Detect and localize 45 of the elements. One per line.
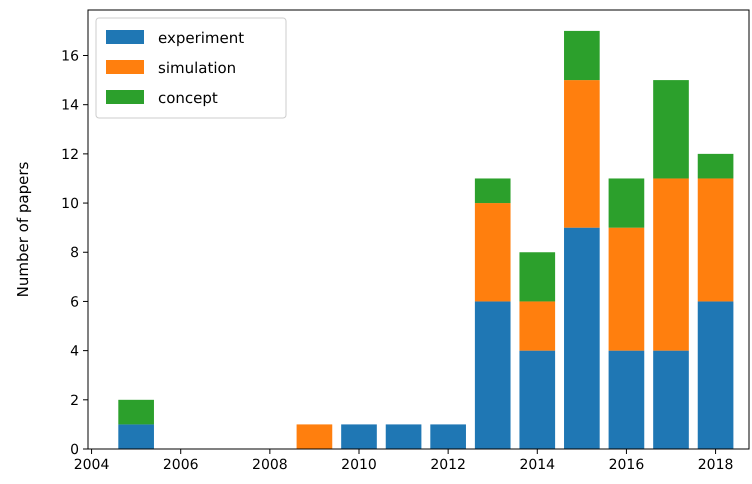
bar <box>564 30 600 80</box>
bar <box>608 178 644 228</box>
x-tick-label: 2014 <box>519 457 556 473</box>
bar <box>386 424 422 449</box>
bar <box>341 424 377 449</box>
bar <box>608 350 644 449</box>
x-tick-label: 2016 <box>608 457 644 473</box>
x-tick-label: 2012 <box>430 457 466 473</box>
y-tick-label: 16 <box>61 48 80 64</box>
bar <box>296 424 332 449</box>
bar <box>653 178 689 351</box>
y-tick-label: 10 <box>61 196 79 212</box>
bar <box>519 350 556 449</box>
bar <box>519 252 556 302</box>
legend-label: concept <box>158 89 218 107</box>
bar <box>474 203 511 302</box>
bar <box>118 424 154 449</box>
bar <box>430 424 466 449</box>
legend-label: experiment <box>158 29 244 47</box>
y-tick-label: 4 <box>70 344 80 360</box>
y-tick-label: 6 <box>70 294 80 310</box>
bar <box>474 301 511 449</box>
bar <box>118 400 154 424</box>
y-tick-label: 8 <box>70 245 79 262</box>
bar <box>564 228 600 449</box>
bar <box>698 178 734 302</box>
bar <box>698 301 734 449</box>
x-tick-label: 2008 <box>252 457 288 473</box>
bar <box>653 350 689 449</box>
x-tick-label: 2004 <box>74 457 110 473</box>
legend-label: simulation <box>158 59 236 77</box>
x-tick-label: 2010 <box>341 457 377 473</box>
y-tick-label: 12 <box>61 146 79 163</box>
bar <box>564 80 600 228</box>
bar <box>653 80 689 178</box>
y-axis-title: Number of papers <box>14 161 32 298</box>
x-tick-label: 2006 <box>162 457 199 473</box>
bar <box>608 228 644 351</box>
y-tick-label: 14 <box>61 98 80 114</box>
bar <box>698 154 734 178</box>
y-tick-label: 0 <box>70 442 79 458</box>
bar <box>474 178 511 204</box>
x-tick-label: 2018 <box>698 457 734 473</box>
bar <box>519 301 556 351</box>
y-tick-label: 2 <box>70 392 79 409</box>
